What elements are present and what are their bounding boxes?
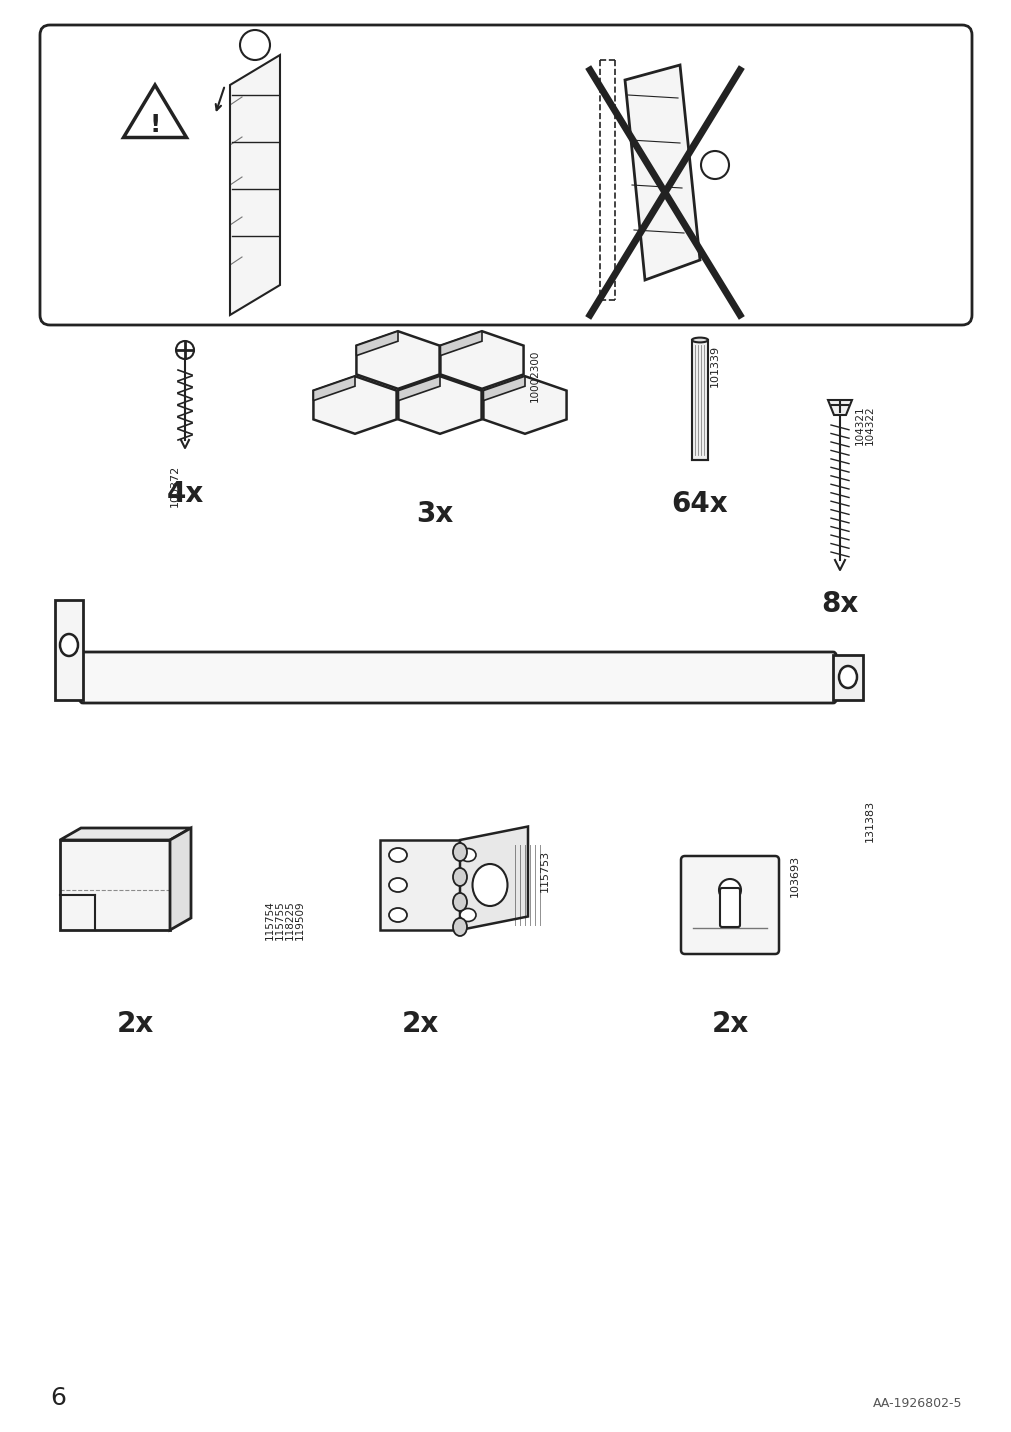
Polygon shape xyxy=(832,654,862,700)
Polygon shape xyxy=(60,841,170,929)
Polygon shape xyxy=(483,377,566,434)
FancyBboxPatch shape xyxy=(40,24,971,325)
Polygon shape xyxy=(398,377,481,434)
Text: !: ! xyxy=(150,113,161,137)
Polygon shape xyxy=(440,331,523,390)
Text: 64x: 64x xyxy=(671,490,728,518)
Polygon shape xyxy=(460,826,528,929)
Polygon shape xyxy=(123,84,186,137)
Text: 115755: 115755 xyxy=(275,899,285,939)
FancyBboxPatch shape xyxy=(719,888,739,927)
Text: 2x: 2x xyxy=(401,1010,438,1038)
Text: 104321: 104321 xyxy=(854,405,864,444)
Polygon shape xyxy=(55,600,83,700)
Ellipse shape xyxy=(718,879,740,901)
Ellipse shape xyxy=(453,894,466,911)
Polygon shape xyxy=(60,828,191,841)
FancyBboxPatch shape xyxy=(80,652,835,703)
Text: 118225: 118225 xyxy=(285,899,295,939)
Text: 2x: 2x xyxy=(711,1010,748,1038)
Text: 104322: 104322 xyxy=(864,405,875,444)
Text: 2x: 2x xyxy=(116,1010,154,1038)
Text: 101339: 101339 xyxy=(710,345,719,387)
Text: 4x: 4x xyxy=(166,480,203,508)
Ellipse shape xyxy=(388,848,406,862)
Text: 6: 6 xyxy=(50,1386,66,1411)
Polygon shape xyxy=(625,64,700,281)
Ellipse shape xyxy=(453,868,466,886)
Text: 8x: 8x xyxy=(821,590,857,619)
Ellipse shape xyxy=(460,849,475,862)
Text: 100372: 100372 xyxy=(170,465,180,507)
Polygon shape xyxy=(379,841,460,929)
Text: 3x: 3x xyxy=(416,500,453,528)
Text: 10002300: 10002300 xyxy=(530,349,540,402)
Ellipse shape xyxy=(838,666,856,687)
Polygon shape xyxy=(313,377,396,434)
Polygon shape xyxy=(170,828,191,929)
Polygon shape xyxy=(356,331,397,355)
Text: AA-1926802-5: AA-1926802-5 xyxy=(871,1398,961,1411)
FancyBboxPatch shape xyxy=(680,856,778,954)
Polygon shape xyxy=(827,400,851,415)
Polygon shape xyxy=(440,331,481,355)
Polygon shape xyxy=(483,377,525,401)
Text: 103693: 103693 xyxy=(790,855,800,896)
Ellipse shape xyxy=(460,908,475,922)
Ellipse shape xyxy=(472,863,507,906)
Ellipse shape xyxy=(388,878,406,892)
Polygon shape xyxy=(398,377,440,401)
FancyBboxPatch shape xyxy=(692,339,708,460)
Polygon shape xyxy=(229,54,280,315)
Ellipse shape xyxy=(388,908,406,922)
Text: 119509: 119509 xyxy=(295,899,304,939)
Ellipse shape xyxy=(453,843,466,861)
Ellipse shape xyxy=(60,634,78,656)
Ellipse shape xyxy=(701,150,728,179)
Text: 115753: 115753 xyxy=(540,851,549,892)
Polygon shape xyxy=(313,377,355,401)
Ellipse shape xyxy=(240,30,270,60)
Polygon shape xyxy=(356,331,439,390)
Text: 131383: 131383 xyxy=(864,800,875,842)
Text: 115754: 115754 xyxy=(265,899,275,939)
Ellipse shape xyxy=(453,918,466,937)
Ellipse shape xyxy=(692,338,708,342)
